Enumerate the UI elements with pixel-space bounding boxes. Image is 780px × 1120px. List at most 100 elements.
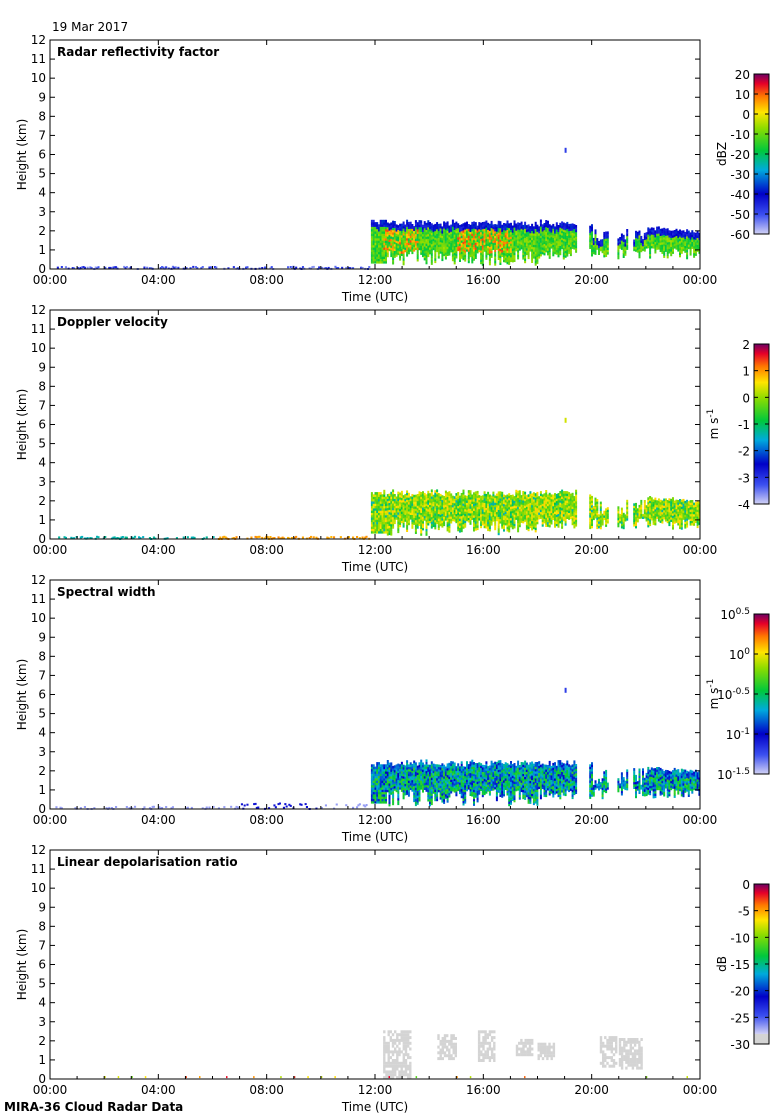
echo-cell <box>605 512 608 516</box>
echo-cell <box>460 529 463 533</box>
echo-cell <box>501 247 504 251</box>
echo-cell <box>372 238 375 241</box>
echo-cell <box>416 494 419 497</box>
echo-cell <box>462 239 465 242</box>
echo-cell <box>425 503 428 507</box>
echo-cell <box>698 242 701 245</box>
echo-cell <box>640 516 643 519</box>
echo-cell <box>392 229 395 233</box>
echo-cell <box>495 500 498 503</box>
echo-cell <box>490 230 493 233</box>
echo-cell <box>324 267 327 270</box>
echo-cell <box>675 247 678 250</box>
echo-cell <box>478 247 481 250</box>
echo-cell <box>668 232 671 236</box>
echo-cell <box>527 242 530 246</box>
echo-cell <box>490 504 493 508</box>
echo-cell <box>562 231 565 235</box>
echo-cell <box>647 229 650 233</box>
echo-cell <box>379 242 382 246</box>
echo-cell <box>481 518 484 521</box>
echo-cell <box>670 501 673 504</box>
echo-cell <box>686 522 689 526</box>
echo-cell <box>418 491 421 494</box>
echo-cell <box>497 525 500 529</box>
echo-cell <box>566 249 569 252</box>
echo-cell <box>393 516 396 520</box>
echo-cell <box>390 227 393 230</box>
echo-cell <box>527 231 530 234</box>
echo-cell <box>569 223 572 227</box>
echo-cell <box>622 253 625 256</box>
echo-cell <box>503 524 505 527</box>
echo-cell <box>568 233 571 236</box>
echo-cell <box>529 491 532 494</box>
echo-cell <box>552 246 555 250</box>
echo-cell <box>589 494 592 497</box>
echo-cell <box>545 499 548 502</box>
echo-cell <box>414 501 417 505</box>
echo-cell <box>416 240 419 244</box>
echo-cell <box>689 513 692 517</box>
echo-cell <box>569 239 572 243</box>
echo-cell <box>664 516 667 520</box>
echo-cell <box>441 235 444 239</box>
echo-cell <box>436 507 439 511</box>
echo-cell <box>599 503 602 507</box>
echo-cell <box>455 516 458 519</box>
echo-cell <box>467 258 470 261</box>
echo-cell <box>620 525 623 529</box>
echo-cell <box>487 521 490 525</box>
echo-cell <box>400 516 403 519</box>
echo-cell <box>497 507 500 510</box>
echo-cell <box>301 266 304 269</box>
echo-cell <box>437 513 440 517</box>
echo-cell <box>439 514 442 518</box>
echo-cell <box>487 494 490 497</box>
echo-cell <box>548 224 551 227</box>
echo-cell <box>488 519 491 523</box>
echo-cell <box>397 525 400 529</box>
echo-cell <box>657 507 660 511</box>
echo-cell <box>455 500 458 503</box>
echo-cell <box>397 521 400 524</box>
echo-cell <box>617 524 620 528</box>
echo-cell <box>525 243 528 246</box>
echo-cell <box>471 496 474 500</box>
echo-cell <box>522 495 525 499</box>
echo-cell <box>603 252 606 256</box>
echo-cell <box>524 224 527 227</box>
echo-cell <box>399 499 402 502</box>
echo-cell <box>481 263 484 266</box>
echo-cell <box>446 492 449 495</box>
echo-cell <box>473 242 475 245</box>
echo-cell <box>620 242 623 246</box>
echo-cell <box>476 509 479 512</box>
echo-cell <box>557 254 560 258</box>
echo-cell <box>378 494 380 497</box>
echo-cell <box>506 225 509 228</box>
echo-cell <box>446 519 449 523</box>
echo-cell <box>411 240 414 243</box>
echo-cell <box>527 505 530 509</box>
echo-cell <box>591 525 593 529</box>
echo-cell <box>531 230 534 234</box>
x-tick-label: 00:00 <box>33 273 68 287</box>
echo-cell <box>499 511 502 515</box>
echo-cell <box>222 536 225 539</box>
echo-cell <box>399 232 402 236</box>
echo-cell <box>536 514 539 518</box>
echo-cell <box>532 253 535 257</box>
echo-cell <box>381 503 384 507</box>
echo-cell <box>423 495 426 498</box>
echo-cell <box>399 242 402 245</box>
echo-cell <box>376 249 379 253</box>
echo-cell <box>539 253 542 257</box>
echo-cell <box>450 226 453 230</box>
echo-cell <box>406 492 409 496</box>
echo-cell <box>492 500 495 504</box>
echo-cell <box>663 237 666 240</box>
echo-cell <box>591 237 593 241</box>
echo-cell <box>497 505 500 508</box>
echo-cell <box>571 230 574 233</box>
